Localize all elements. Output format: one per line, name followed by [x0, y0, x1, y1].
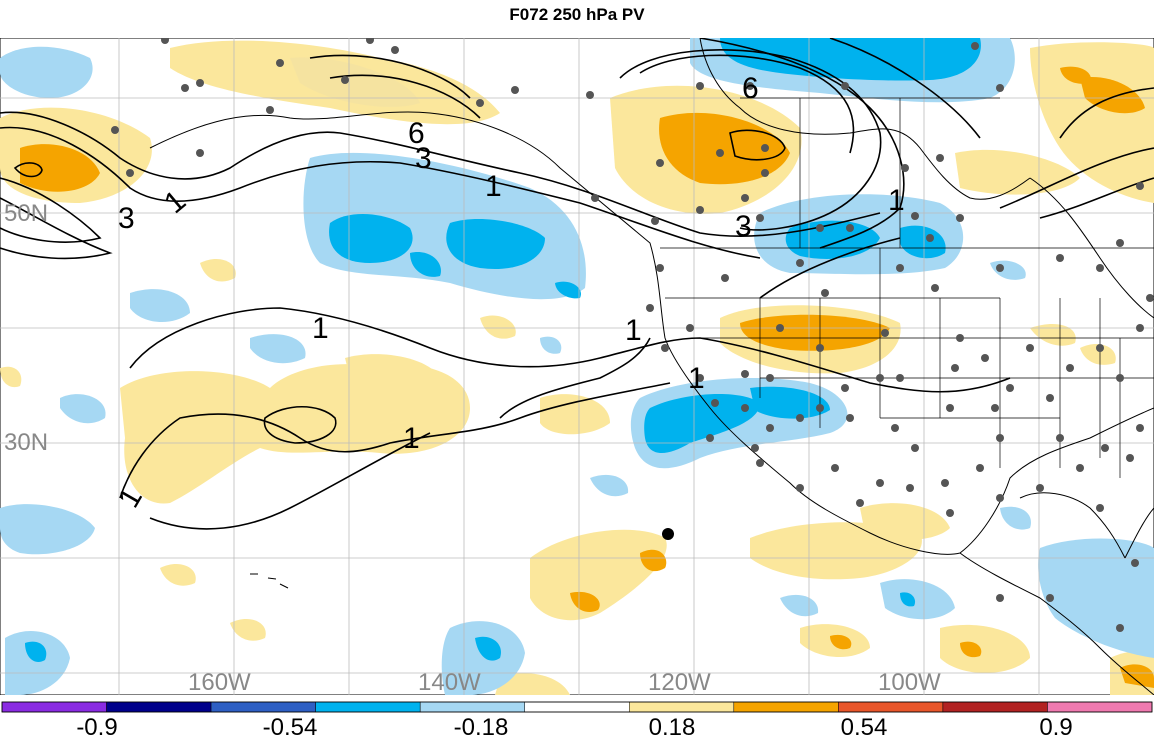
colorbar-swatch: [733, 701, 839, 713]
colorbar: -0.9 -0.54 -0.18 0.18 0.54 0.9: [1, 701, 1153, 739]
contour-label: 3: [118, 202, 135, 235]
lon-label-100w: 100W: [878, 669, 941, 695]
contour-label: 1: [312, 312, 329, 345]
station-dots: [111, 38, 1154, 632]
colorbar-swatch: [1047, 701, 1153, 713]
colorbar-label: 0.54: [841, 714, 888, 739]
colorbar-label: -0.9: [76, 714, 117, 739]
contour-label: 1: [485, 170, 502, 203]
contour-label: 1: [403, 422, 420, 455]
contour-label: 1: [625, 314, 642, 347]
map-title: F072 250 hPa PV: [509, 5, 645, 24]
colorbar-label: -0.54: [263, 714, 318, 739]
colorbar-swatch: [106, 701, 212, 713]
colorbar-label: 0.9: [1039, 714, 1072, 739]
lon-label-120w: 120W: [648, 669, 711, 695]
colorbar-swatch: [419, 701, 525, 713]
lon-label-160w: 160W: [188, 669, 251, 695]
negative-anomaly-shading: [0, 38, 1154, 695]
contour-label: 6: [742, 72, 759, 105]
colorbar-swatch: [524, 701, 630, 713]
colorbar-swatch: [1, 701, 107, 713]
lat-label-50n: 50N: [4, 200, 48, 227]
contour-label: 3: [735, 210, 752, 243]
colorbar-label: -0.18: [454, 714, 509, 739]
contour-label: 1: [888, 184, 905, 217]
lon-label-140w: 140W: [418, 669, 481, 695]
colorbar-swatch: [629, 701, 735, 713]
contour-label: 3: [415, 142, 432, 175]
colorbar-swatch: [942, 701, 1048, 713]
colorbar-swatch: [315, 701, 421, 713]
colorbar-swatches: [1, 701, 1153, 713]
contour-label: 6: [408, 117, 425, 150]
pv-map: 50N 30N 160W 140W 120W 100W 1 1 1 1 1 1 …: [0, 38, 1154, 695]
colorbar-label: 0.18: [649, 714, 696, 739]
positive-anomaly-shading: [0, 40, 1154, 695]
pv-contours: [0, 38, 1154, 530]
colorbar-swatch: [210, 701, 316, 713]
selected-point-marker: [662, 528, 674, 540]
lat-label-30n: 30N: [4, 429, 48, 456]
colorbar-swatch: [838, 701, 944, 713]
contour-label: 1: [688, 362, 705, 395]
